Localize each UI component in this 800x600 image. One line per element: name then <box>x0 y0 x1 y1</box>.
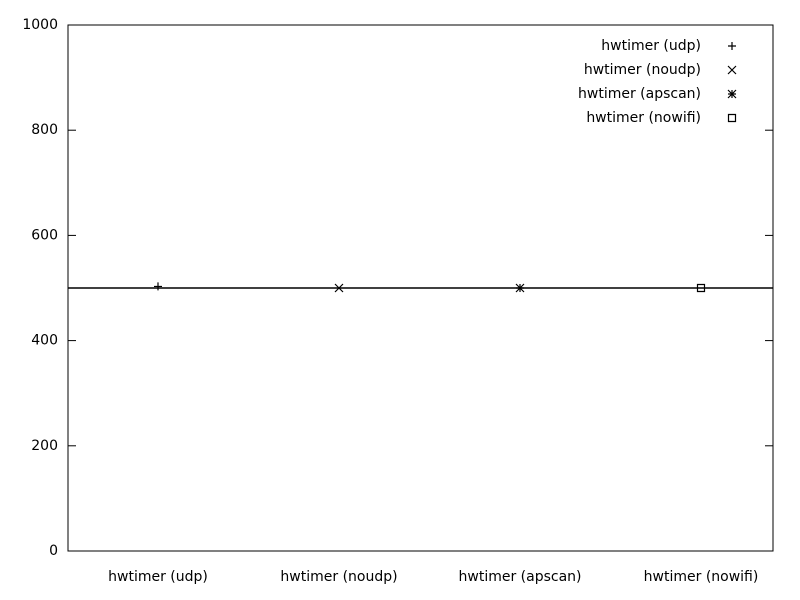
legend-marker <box>727 65 737 75</box>
legend-label: hwtimer (noudp) <box>584 62 701 78</box>
y-tick-label: 200 <box>31 438 58 454</box>
x-tick-label: hwtimer (udp) <box>108 569 208 585</box>
y-tick-label: 800 <box>31 122 58 138</box>
y-tick-label: 400 <box>31 333 58 349</box>
y-tick-label: 1000 <box>22 17 58 33</box>
data-point <box>334 283 344 293</box>
data-point <box>154 282 162 291</box>
legend-label: hwtimer (apscan) <box>578 86 701 102</box>
x-tick-label: hwtimer (noudp) <box>280 569 397 585</box>
x-tick-label: hwtimer (apscan) <box>459 569 582 585</box>
data-point <box>696 283 706 293</box>
legend-marker <box>728 42 736 50</box>
legend-marker <box>727 89 737 99</box>
legend-marker <box>727 113 737 123</box>
legend-label: hwtimer (nowifi) <box>586 110 701 126</box>
y-tick-label: 600 <box>31 227 58 243</box>
data-point <box>515 283 525 293</box>
legend-label: hwtimer (udp) <box>601 38 701 54</box>
y-tick-label: 0 <box>49 543 58 559</box>
x-tick-label: hwtimer (nowifi) <box>644 569 759 585</box>
